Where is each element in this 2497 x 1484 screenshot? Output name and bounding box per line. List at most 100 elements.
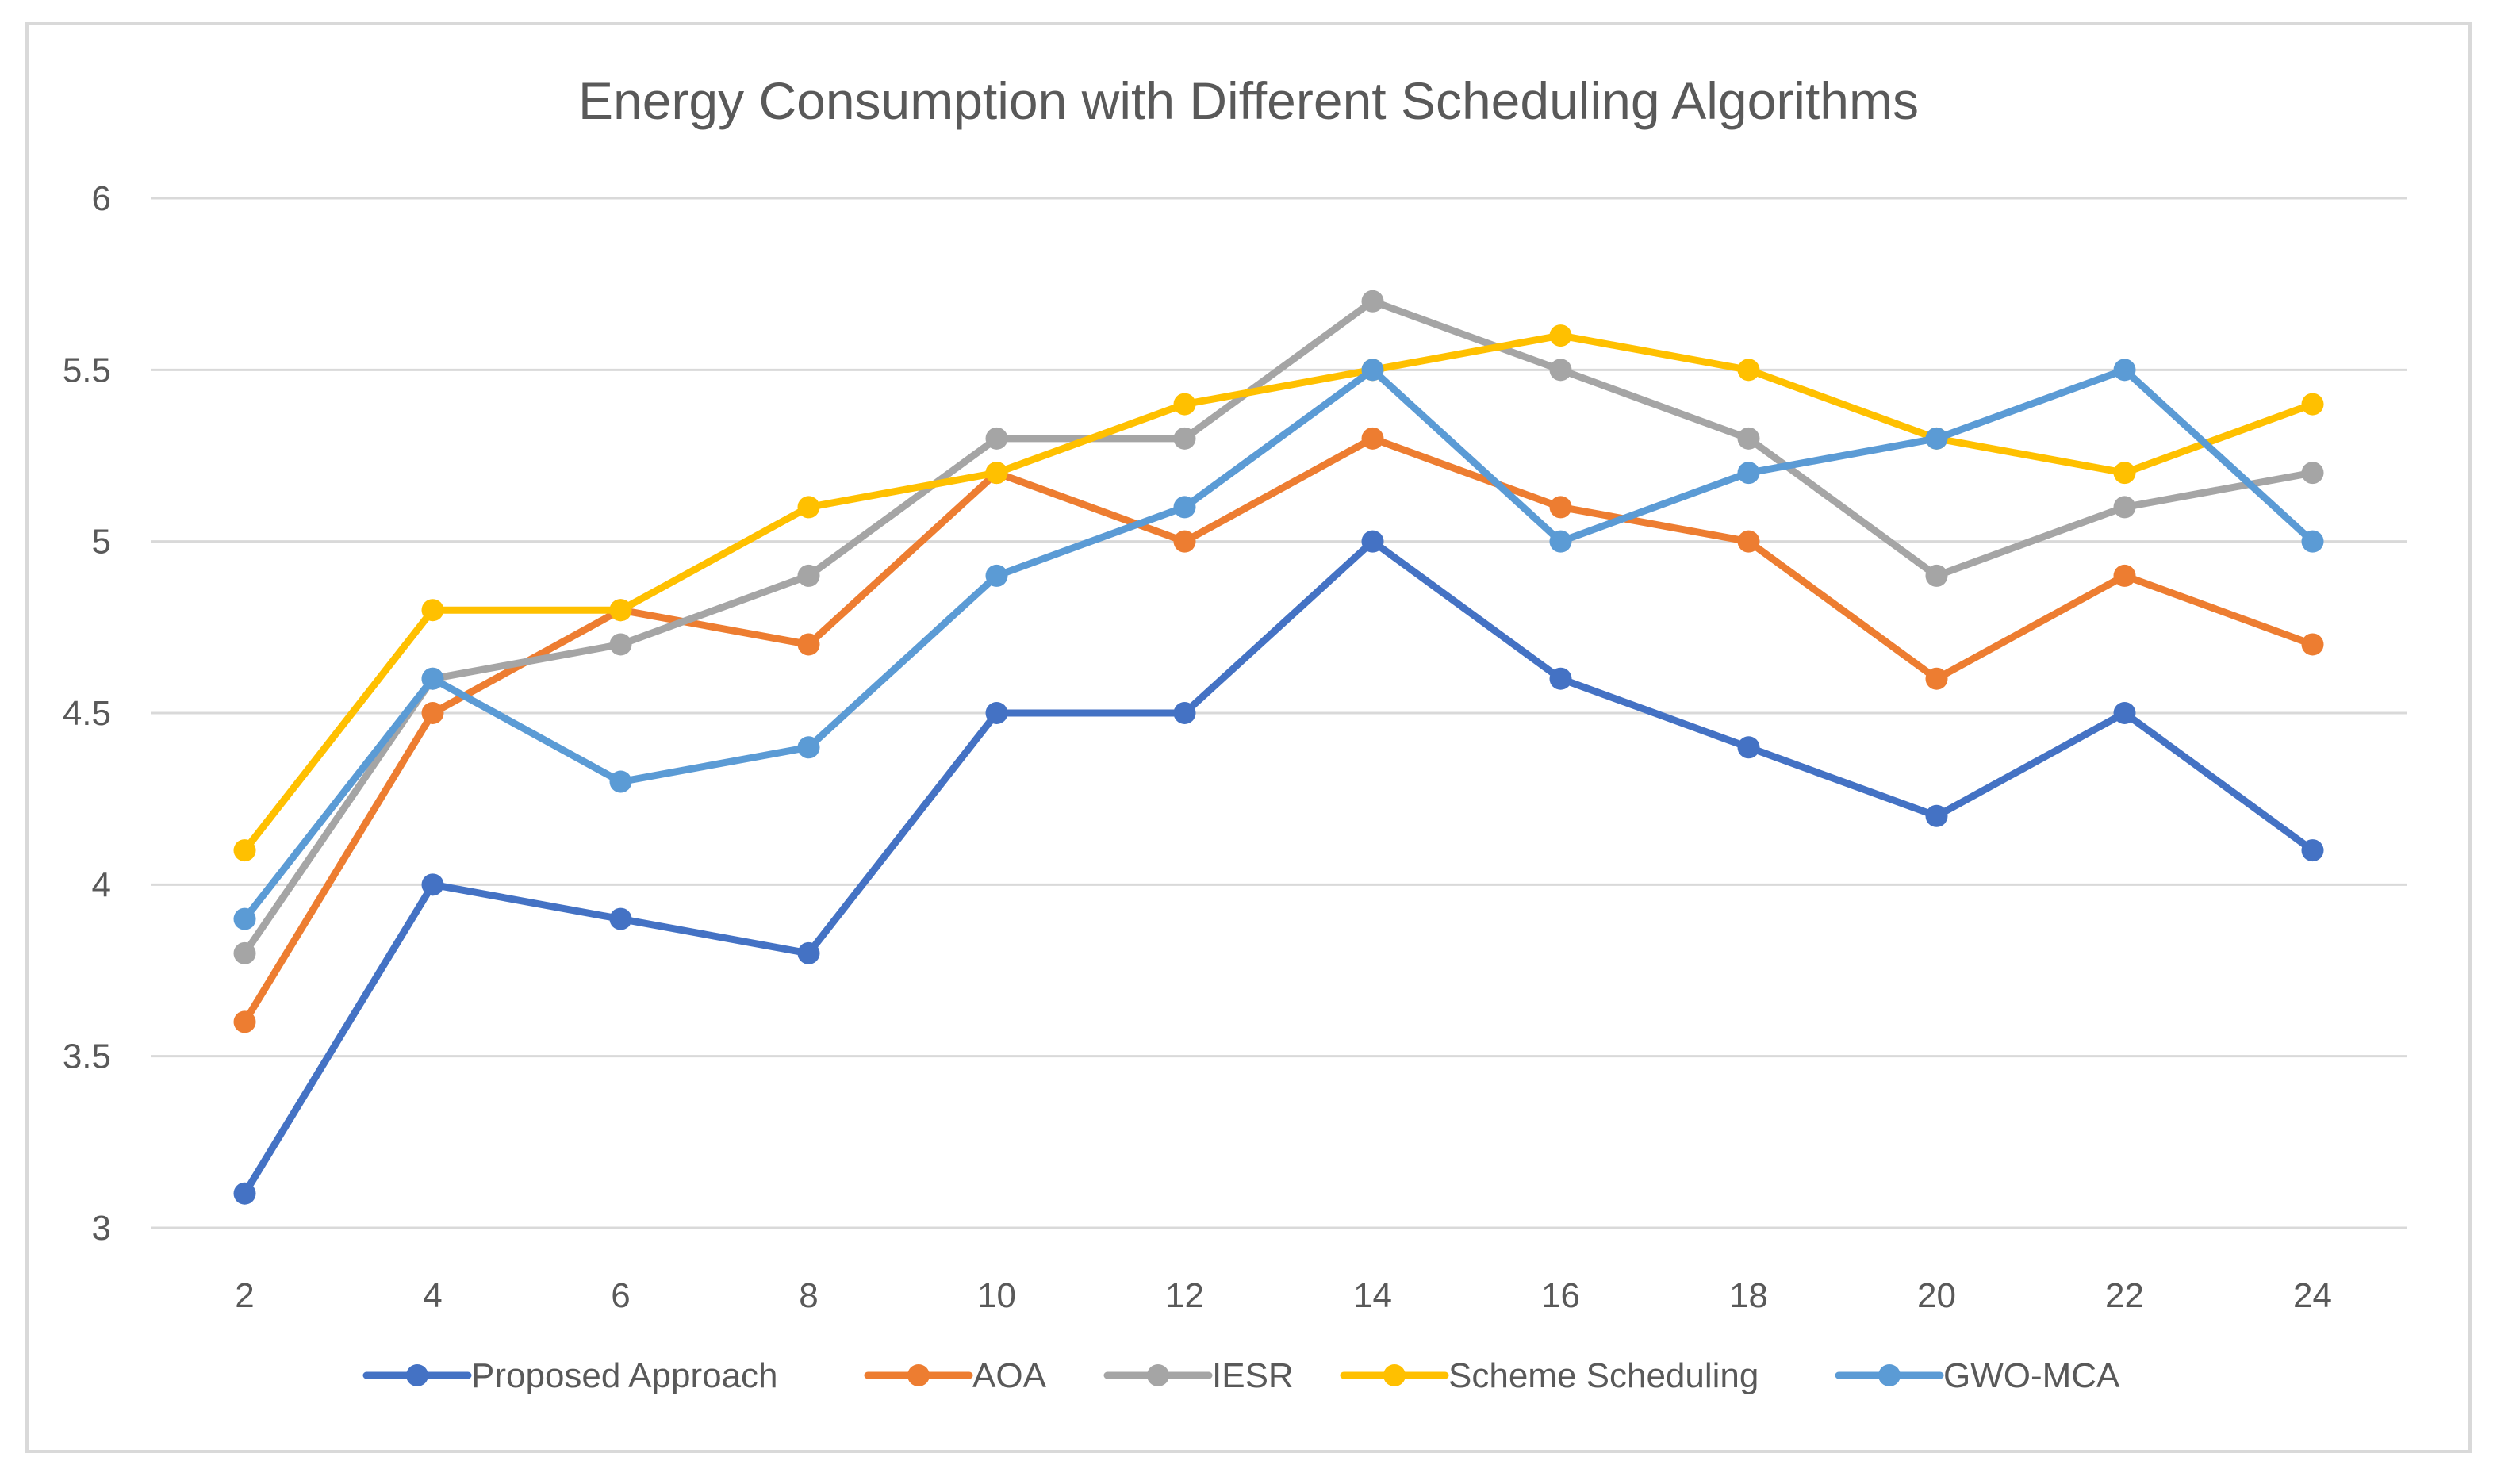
data-point [1361, 359, 1384, 382]
y-tick-label: 4 [92, 865, 111, 904]
data-point [985, 462, 1008, 485]
y-tick-label: 5 [92, 523, 111, 562]
x-tick-label: 20 [1917, 1276, 1956, 1315]
data-point [1173, 530, 1196, 553]
legend-item: IESR [1103, 1356, 1294, 1395]
legend-label: Scheme Scheduling [1448, 1356, 1759, 1395]
data-point [609, 770, 632, 793]
x-tick-label: 10 [977, 1276, 1016, 1315]
data-point [1925, 804, 1948, 827]
data-point [2301, 530, 2324, 553]
x-axis-ticks: 2 4 6 8 10 12 14 16 18 20 22 24 [235, 1276, 2332, 1315]
data-point [2113, 702, 2136, 724]
data-point [1549, 324, 1572, 347]
data-point [1737, 736, 1760, 759]
data-point [985, 564, 1008, 587]
legend-label: GWO-MCA [1943, 1356, 2120, 1395]
data-point [1173, 702, 1196, 724]
data-point [2301, 839, 2324, 862]
legend-marker [907, 1364, 930, 1386]
series-group [233, 290, 2324, 1205]
data-point [421, 873, 444, 896]
series-line [241, 435, 2316, 1026]
x-tick-label: 2 [235, 1276, 254, 1315]
legend-label: AOA [972, 1356, 1047, 1395]
data-point [2113, 359, 2136, 382]
x-tick-label: 6 [611, 1276, 630, 1315]
legend-item: Proposed Approach [362, 1356, 778, 1395]
data-point [1925, 667, 1948, 690]
data-point [1173, 427, 1196, 450]
legend-marker [1147, 1364, 1169, 1386]
data-point [985, 427, 1008, 450]
data-point [233, 1182, 256, 1205]
x-tick-label: 12 [1165, 1276, 1204, 1315]
series-line [241, 297, 2316, 957]
data-point [1549, 496, 1572, 519]
x-tick-label: 16 [1541, 1276, 1580, 1315]
x-tick-label: 14 [1353, 1276, 1392, 1315]
data-point [2113, 564, 2136, 587]
data-point [1737, 359, 1760, 382]
data-point [1361, 290, 1384, 313]
y-tick-label: 3 [92, 1209, 111, 1248]
series-line [241, 332, 2316, 854]
data-point [797, 633, 820, 656]
legend-marker [1383, 1364, 1406, 1386]
data-point [609, 907, 632, 930]
legend: Proposed Approach AOA IESR Scheme Schedulin… [362, 1356, 2120, 1395]
y-tick-label: 3.5 [63, 1037, 111, 1076]
y-tick-label: 4.5 [63, 694, 111, 733]
series-gwo-mca [233, 359, 2324, 930]
data-point [233, 941, 256, 964]
x-tick-label: 4 [423, 1276, 442, 1315]
data-point [1925, 427, 1948, 450]
chart-title: Energy Consumption with Different Schedu… [578, 71, 1919, 130]
data-point [2113, 462, 2136, 485]
data-point [1549, 359, 1572, 382]
legend-item: GWO-MCA [1835, 1356, 2120, 1395]
data-point [421, 702, 444, 724]
series-proposed-approach [233, 530, 2324, 1205]
data-point [797, 564, 820, 587]
x-tick-label: 8 [799, 1276, 818, 1315]
series-iesr [233, 290, 2324, 964]
series-line [241, 366, 2316, 923]
data-point [421, 599, 444, 622]
legend-marker [406, 1364, 428, 1386]
data-point [1737, 427, 1760, 450]
legend-label: Proposed Approach [471, 1356, 778, 1395]
data-point [1549, 530, 1572, 553]
data-point [1737, 462, 1760, 485]
data-point [1173, 496, 1196, 519]
data-point [797, 941, 820, 964]
x-tick-label: 24 [2293, 1276, 2332, 1315]
legend-label: IESR [1212, 1356, 1294, 1395]
data-point [1549, 667, 1572, 690]
data-point [1737, 530, 1760, 553]
data-point [233, 1010, 256, 1033]
y-tick-label: 6 [92, 179, 111, 218]
data-point [1361, 427, 1384, 450]
data-point [609, 633, 632, 656]
legend-item: AOA [864, 1356, 1047, 1395]
data-point [421, 667, 444, 690]
data-point [2301, 462, 2324, 485]
data-point [797, 496, 820, 519]
chart-border [25, 22, 2472, 1453]
data-point [797, 736, 820, 759]
x-tick-label: 18 [1729, 1276, 1768, 1315]
legend-item: Scheme Scheduling [1340, 1356, 1759, 1395]
series-line [241, 538, 2316, 1198]
legend-marker [1878, 1364, 1901, 1386]
data-point [2113, 496, 2136, 519]
data-point [2301, 393, 2324, 416]
x-tick-label: 22 [2105, 1276, 2144, 1315]
data-point [609, 599, 632, 622]
data-point [233, 907, 256, 930]
data-point [2301, 633, 2324, 656]
data-point [1925, 564, 1948, 587]
data-point [233, 839, 256, 862]
data-point [1173, 393, 1196, 416]
